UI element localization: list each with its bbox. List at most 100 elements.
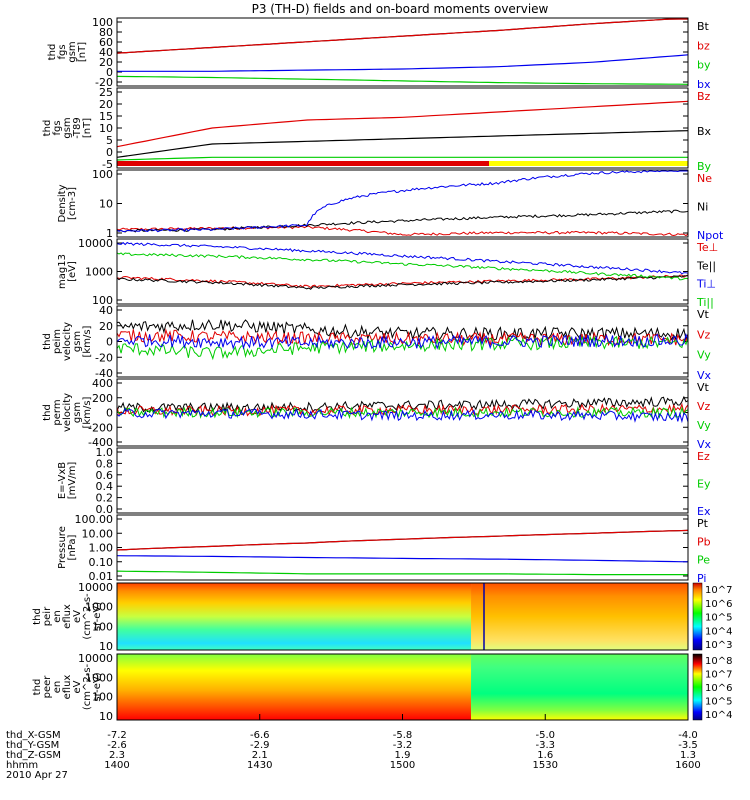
panel-frame [117,18,688,86]
y-tick-label: -200 [88,421,113,434]
y-tick-label: 100 [92,691,113,704]
y-tick-label: -20 [95,351,113,364]
legend-label-Te⊥: Te⊥ [696,241,718,254]
date-label: 2010 Apr 27 [6,770,68,781]
y-tick-label: 1.00 [89,542,114,555]
colorbar-label: 10^7 [705,670,732,681]
heatmap-region [117,654,471,720]
y-tick-label: 0 [106,407,113,420]
y-tick-label: 20 [99,320,113,333]
series-line-bx [117,55,688,72]
flag-bar-red [117,161,489,166]
legend-label-Ni: Ni [697,201,708,214]
panel-perm_vel: thd perm velocity gsm [km/s] 400 200 0-200 -400 V… [42,377,712,451]
series-line-Pe [117,571,688,575]
y-axis-label: [km/s] [82,325,93,357]
colorbar-label: 10^7 [705,585,732,596]
y-tick-label: 1000 [85,266,113,279]
panel-frame [117,239,688,304]
panel-frame [117,170,688,237]
series-line-Npot [117,171,688,232]
colorbar-label: 10^8 [705,656,732,667]
colorbar-label: 10^4 [705,710,732,721]
y-axis-label: [eV] [67,261,78,282]
x-tick-label: 1530 [533,760,558,771]
legend-label-Pe: Pe [697,554,710,567]
y-tick-label: 10 [99,198,113,211]
panel-peim_vel: thd peim velocity gsm [km/s] 40 20 0 -20 -40 Vt Vz V… [42,304,712,382]
y-axis-label: [cm-3] [67,187,78,220]
panel-density: Density [cm-3] 100 10 1 Ne Ni Npot [57,168,724,242]
colorbar-label: 10^4 [705,626,732,637]
x-tick-label: 1400 [104,760,129,771]
series-line-Pi [117,556,688,562]
panel-fgm_t89: thd fgs gsm -T89 [nT]2520151050-5BzBxBy [42,86,712,173]
panel-temp: mag13 [eV]100001000100Te⊥Te||Ti⊥Ti|| [57,237,718,309]
series-line-Bx [117,131,688,158]
legend-label-Bt: Bt [697,20,710,33]
y-axis-label: [nT] [82,118,93,138]
panel-frame [117,88,688,168]
legend-label-Te||: Te|| [696,259,716,272]
legend-label-Bz: Bz [697,90,711,103]
panel-frame [117,515,688,580]
legend-label-Pt: Pt [697,517,709,530]
series-line-by [117,76,688,84]
colorbar [693,583,702,650]
x-tick-label: 1600 [675,760,700,771]
legend-label-Ey: Ey [697,478,711,491]
colorbar-label: 10^6 [705,683,732,694]
y-tick-label: 100.00 [75,513,114,526]
y-axis-label: [nPa] [67,534,78,560]
y-tick-label: 10000 [78,581,113,594]
series-line-Vt [117,320,688,340]
y-tick-label: 10000 [78,237,113,250]
panel-efield: E=-VxB [mV/m]1.00.80.60.40.20.0EzEyEx [57,446,711,518]
colorbar-label: 10^5 [705,613,732,624]
legend-label-Vt: Vt [697,381,710,394]
flag-bar-yellow [489,161,688,166]
series-line-Ne [117,226,688,236]
y-tick-label: 100 [92,620,113,633]
y-tick-label: 10 [99,710,113,723]
y-tick-label: 100 [92,168,113,181]
y-axis-label: [nT] [77,42,88,62]
colorbar [693,654,702,720]
x-tick-label: 1500 [390,760,415,771]
legend-label-Vy: Vy [697,349,711,362]
heatmap-region [117,583,471,650]
legend-label-Vy: Vy [697,419,711,432]
y-tick-label: 1000 [85,601,113,614]
legend-label-Ez: Ez [697,450,710,463]
y-tick-label: 1000 [85,671,113,684]
series-line-By [117,157,688,160]
y-tick-label: 0.10 [89,556,114,569]
colorbar-label: 10^5 [705,697,732,708]
legend-label-Bx: Bx [697,125,712,138]
legend-label-by: by [697,59,711,72]
series-line-Ti⊥ [117,243,688,274]
y-tick-label: 10.00 [82,527,114,540]
panel-peer_en: thd peer en eflux eV (cm^2-s-sr-eV) 10000 1000 1… [32,652,732,723]
series-line-Pb [117,530,688,550]
heatmap-region [471,583,688,650]
legend-label-Vt: Vt [697,308,710,321]
y-tick-label: 200 [92,392,113,405]
legend-label-Ti⊥: Ti⊥ [696,278,716,291]
y-tick-label: 10000 [78,652,113,665]
legend-label-Vz: Vz [697,400,711,413]
series-line-Bz [117,101,688,146]
legend-label-Ne: Ne [697,172,712,185]
colorbar-label: 10^6 [705,599,732,610]
figure-title: P3 (TH-D) fields and on-board moments ov… [252,2,549,16]
legend-label-bz: bz [697,39,710,52]
heatmap-region [471,654,688,720]
y-tick-label: 0 [106,336,113,349]
panel-frame [117,448,688,513]
series-line-Vx [117,334,688,348]
x-tick-label: 1430 [247,760,272,771]
y-tick-label: 40 [99,304,113,317]
colorbar-label: 10^3 [705,640,732,651]
